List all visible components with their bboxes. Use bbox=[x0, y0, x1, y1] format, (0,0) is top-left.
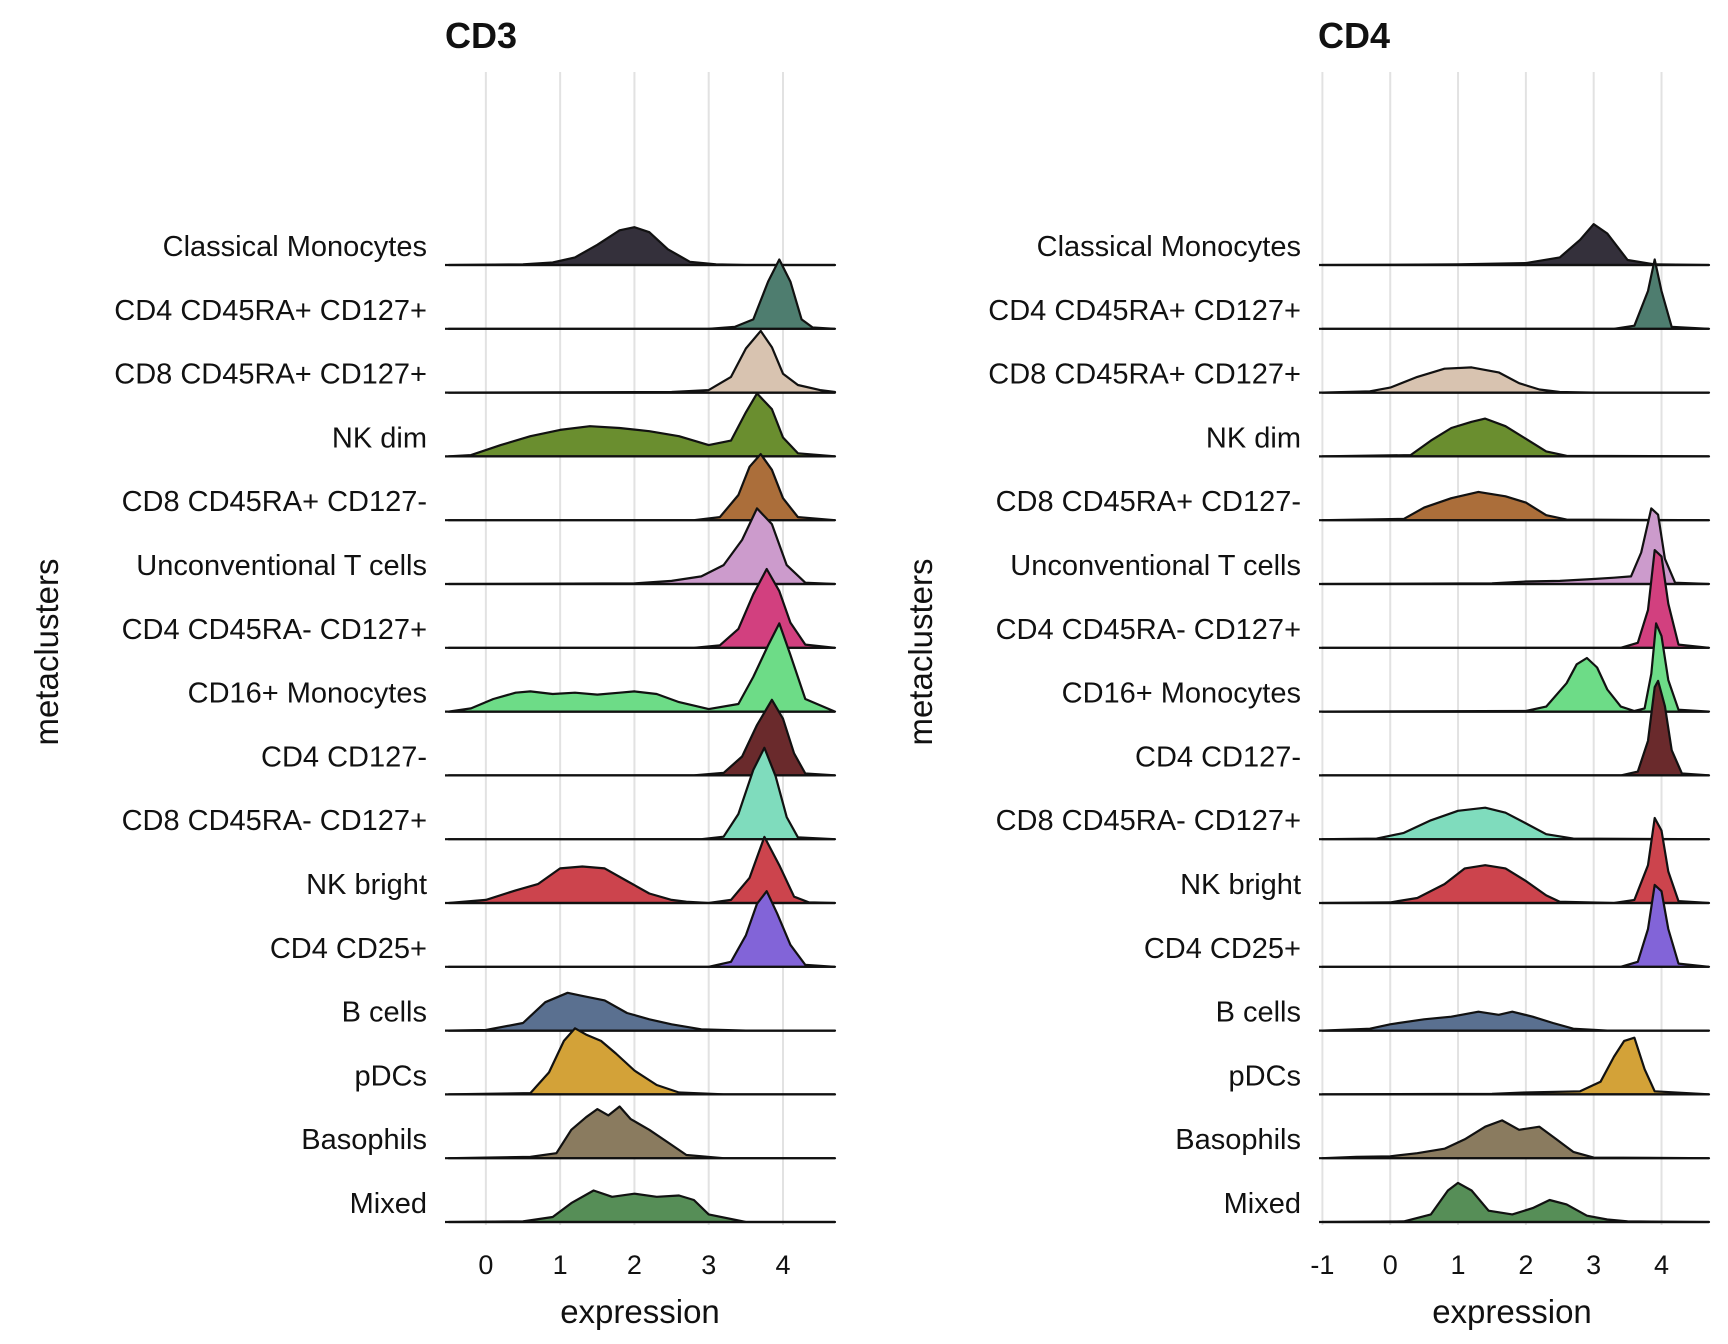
density-ridge bbox=[1321, 258, 1711, 330]
x-axis-title: expression bbox=[1432, 1293, 1592, 1330]
density-ridge bbox=[447, 890, 837, 968]
y-tick-label: CD4 CD45RA- CD127+ bbox=[996, 614, 1301, 646]
x-tick-label: 1 bbox=[553, 1250, 568, 1280]
y-tick-label: CD8 CD45RA+ CD127+ bbox=[114, 359, 427, 391]
y-tick-label: B cells bbox=[342, 997, 427, 1029]
y-tick-label: CD4 CD25+ bbox=[1144, 933, 1301, 965]
density-ridge bbox=[1321, 507, 1711, 586]
density-ridge bbox=[1321, 549, 1711, 649]
density-ridge bbox=[1321, 816, 1711, 905]
density-ridge bbox=[1321, 1119, 1711, 1160]
density-ridge bbox=[1321, 806, 1711, 841]
panel-title: CD4 bbox=[1318, 15, 1390, 56]
y-tick-label: CD16+ Monocytes bbox=[188, 678, 427, 710]
ridges bbox=[1319, 223, 1711, 1224]
density-ridge bbox=[1321, 1010, 1711, 1032]
y-tick-label: Classical Monocytes bbox=[1037, 231, 1301, 263]
y-tick-label: Mixed bbox=[1224, 1188, 1301, 1220]
y-tick-label: NK dim bbox=[332, 422, 427, 454]
y-tick-label: Unconventional T cells bbox=[1010, 550, 1301, 582]
y-tick-label: CD4 CD127- bbox=[261, 741, 427, 773]
y-tick-label: Basophils bbox=[301, 1124, 427, 1156]
x-tick-label: 2 bbox=[627, 1250, 642, 1280]
panel-title: CD3 bbox=[445, 15, 517, 56]
x-tick-label: 4 bbox=[775, 1250, 790, 1280]
density-ridge bbox=[447, 991, 837, 1032]
y-tick-label: CD8 CD45RA+ CD127- bbox=[122, 486, 427, 518]
y-tick-label: pDCs bbox=[354, 1060, 427, 1092]
density-ridge bbox=[447, 1105, 837, 1160]
x-tick-label: 2 bbox=[1518, 1250, 1533, 1280]
x-axis-ticks: -1 0 1 2 3 4 bbox=[1310, 1250, 1669, 1280]
y-axis-labels: Classical Monocytes CD4 CD45RA+ CD127+ CD8… bbox=[988, 231, 1301, 1220]
y-tick-label: CD4 CD25+ bbox=[270, 933, 427, 965]
density-ridge bbox=[447, 746, 837, 841]
density-ridge bbox=[1321, 1181, 1711, 1224]
x-tick-label: 3 bbox=[1586, 1250, 1601, 1280]
x-tick-label: -1 bbox=[1310, 1250, 1334, 1280]
y-tick-label: CD16+ Monocytes bbox=[1062, 678, 1301, 710]
y-tick-label: CD8 CD45RA+ CD127+ bbox=[988, 359, 1301, 391]
x-tick-label: 0 bbox=[478, 1250, 493, 1280]
density-ridge bbox=[447, 392, 837, 458]
y-axis-labels: Classical Monocytes CD4 CD45RA+ CD127+ CD8… bbox=[114, 231, 427, 1220]
density-ridge bbox=[447, 226, 837, 267]
density-ridge bbox=[1321, 679, 1711, 777]
density-ridge bbox=[1321, 622, 1711, 713]
y-axis-title: metaclusters bbox=[902, 558, 939, 745]
x-axis-title: expression bbox=[560, 1293, 720, 1330]
density-ridge bbox=[1321, 417, 1711, 458]
density-ridge bbox=[447, 329, 837, 394]
x-tick-label: 0 bbox=[1383, 1250, 1398, 1280]
y-tick-label: NK bright bbox=[1180, 869, 1301, 901]
density-ridge bbox=[447, 622, 837, 713]
density-ridge bbox=[447, 835, 837, 905]
x-axis-ticks: 0 1 2 3 4 bbox=[478, 1250, 790, 1280]
y-tick-label: CD8 CD45RA- CD127+ bbox=[122, 805, 427, 837]
y-tick-label: Basophils bbox=[1175, 1124, 1301, 1156]
y-tick-label: pDCs bbox=[1228, 1060, 1301, 1092]
y-axis-title: metaclusters bbox=[28, 558, 65, 745]
x-tick-label: 1 bbox=[1451, 1250, 1466, 1280]
y-tick-label: CD8 CD45RA- CD127+ bbox=[996, 805, 1301, 837]
y-tick-label: CD4 CD127- bbox=[1135, 741, 1301, 773]
y-tick-label: CD8 CD45RA+ CD127- bbox=[996, 486, 1301, 518]
panel-cd3: CD3 Classical Monocytes CD4 CD45RA+ CD127… bbox=[28, 15, 837, 1330]
y-tick-label: CD4 CD45RA+ CD127+ bbox=[114, 295, 427, 327]
density-ridge bbox=[1321, 366, 1711, 394]
y-tick-label: Mixed bbox=[350, 1188, 427, 1220]
y-tick-label: NK bright bbox=[306, 869, 427, 901]
y-tick-label: Unconventional T cells bbox=[136, 550, 427, 582]
density-ridge bbox=[447, 1189, 837, 1224]
y-tick-label: Classical Monocytes bbox=[163, 231, 427, 263]
density-ridge bbox=[447, 567, 837, 649]
panel-cd4: CD4 Classical Monocytes CD4 CD45RA+ CD127… bbox=[902, 15, 1711, 1330]
y-tick-label: B cells bbox=[1216, 997, 1301, 1029]
density-ridge bbox=[447, 698, 837, 777]
x-tick-label: 4 bbox=[1654, 1250, 1669, 1280]
x-tick-label: 3 bbox=[701, 1250, 716, 1280]
density-ridge bbox=[1321, 223, 1711, 267]
density-ridge bbox=[447, 453, 837, 522]
y-tick-label: CD4 CD45RA+ CD127+ bbox=[988, 295, 1301, 327]
y-tick-label: CD4 CD45RA- CD127+ bbox=[122, 614, 427, 646]
y-tick-label: NK dim bbox=[1206, 422, 1301, 454]
density-ridge bbox=[1321, 883, 1711, 968]
density-ridge bbox=[447, 258, 837, 330]
density-ridge bbox=[447, 1027, 837, 1096]
ridges bbox=[445, 226, 837, 1224]
density-ridge bbox=[1321, 1036, 1711, 1096]
